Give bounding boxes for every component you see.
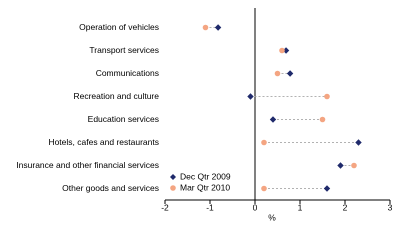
- chart: % -2 -1 0 1 2 3 Operation of vehicles Transport…: [16, 8, 393, 222]
- dot-marker: [202, 24, 209, 31]
- dot-marker: [286, 70, 294, 77]
- y-tick-label: Operation of vehicles: [79, 22, 159, 32]
- legend-marker: [170, 185, 176, 191]
- x-tick-label: -1: [206, 202, 214, 212]
- dot-marker: [261, 139, 267, 146]
- dot-marker: [269, 116, 277, 123]
- dot-marker: [319, 116, 326, 123]
- dot-marker: [282, 47, 290, 54]
- legend-label: Mar Qtr 2010: [180, 182, 230, 192]
- x-tick-label: -2: [161, 202, 169, 212]
- dot-marker: [323, 185, 331, 192]
- dot-marker: [337, 162, 344, 169]
- x-tick-label: 2: [343, 202, 348, 212]
- dot-marker: [261, 185, 267, 192]
- x-tick-label: 3: [388, 202, 393, 212]
- x-tick-label: 1: [298, 202, 303, 212]
- x-axis-label: %: [268, 212, 276, 222]
- y-tick-label: Education services: [88, 114, 159, 124]
- dot-marker: [274, 70, 281, 77]
- y-tick-label: Communications: [96, 68, 159, 78]
- dot-marker: [351, 162, 357, 169]
- dot-marker: [355, 139, 362, 146]
- legend-marker: [170, 174, 176, 180]
- dot-marker: [279, 47, 285, 54]
- y-tick-label: Insurance and other financial services: [16, 160, 159, 170]
- legend-label: Dec Qtr 2009: [180, 171, 231, 181]
- y-tick-label: Recreation and culture: [73, 91, 159, 101]
- y-tick-label: Hotels, cafes and restaurants: [48, 137, 159, 147]
- y-tick-label: Other goods and services: [62, 183, 159, 193]
- dot-marker: [247, 93, 254, 100]
- x-tick-label: 0: [253, 202, 258, 212]
- y-tick-label: Transport services: [89, 45, 159, 55]
- dot-marker: [214, 24, 222, 31]
- dot-marker: [324, 93, 330, 100]
